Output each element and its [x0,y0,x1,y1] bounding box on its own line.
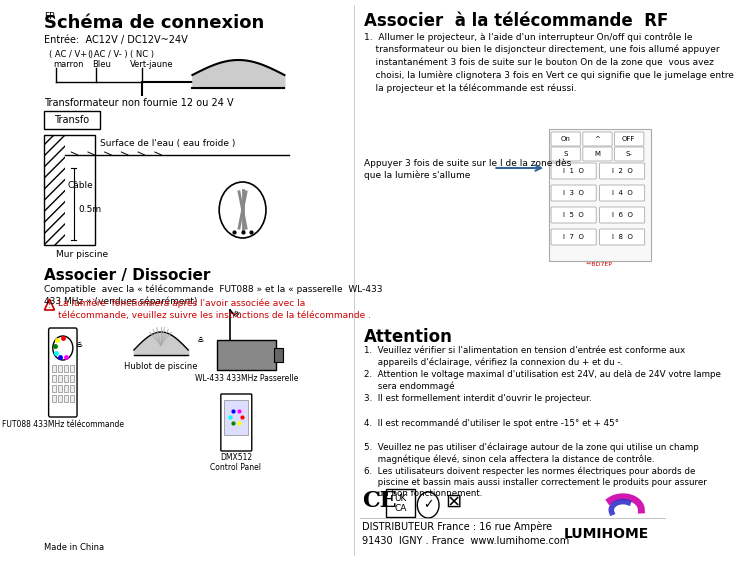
Bar [70,365,73,372]
Bar [57,395,62,402]
Text: I  2  O: I 2 O [612,168,633,174]
FancyBboxPatch shape [549,129,651,261]
Text: 2.  Attention le voltage maximal d'utilisation est 24V, au delà de 24V votre lam: 2. Attention le voltage maximal d'utilis… [364,370,720,391]
Polygon shape [45,299,54,310]
Text: I  7  O: I 7 O [563,234,584,240]
Text: I  1  O: I 1 O [563,168,584,174]
Bar [57,365,62,372]
Bar [64,365,68,372]
Text: Entrée:  AC12V / DC12V~24V: Entrée: AC12V / DC12V~24V [45,35,188,45]
Text: Vert-jaune: Vert-jaune [130,60,173,69]
FancyBboxPatch shape [551,132,581,146]
FancyBboxPatch shape [551,229,596,245]
Text: Bleu: Bleu [92,60,111,69]
Bar [70,385,73,392]
Text: Surface de l'eau ( eau froide ): Surface de l'eau ( eau froide ) [101,139,236,148]
Text: I  4  O: I 4 O [612,190,633,196]
Text: S-: S- [625,151,632,157]
Text: Compatible  avec la « télécommande  FUT088 » et la « passerelle  WL-433
433 MHz : Compatible avec la « télécommande FUT088… [45,284,383,306]
Text: ⊠: ⊠ [446,492,462,511]
Text: Made in China: Made in China [45,543,104,552]
Bar [52,385,56,392]
Circle shape [219,182,266,238]
FancyBboxPatch shape [386,489,415,517]
FancyBboxPatch shape [600,185,645,201]
FancyBboxPatch shape [551,207,596,223]
Bar [52,365,56,372]
FancyBboxPatch shape [45,135,94,245]
Text: Schéma de connexion: Schéma de connexion [45,14,265,32]
Text: La lumière  fonctionnera après l'avoir associée avec la
télécommande, veuillez s: La lumière fonctionnera après l'avoir as… [57,299,370,320]
Bar [45,135,65,245]
Text: 6.  Les utilisateurs doivent respecter les normes électriques pour abords de
   : 6. Les utilisateurs doivent respecter le… [364,466,707,498]
Text: On: On [560,136,570,142]
FancyBboxPatch shape [551,147,581,161]
FancyBboxPatch shape [218,340,276,370]
FancyBboxPatch shape [600,207,645,223]
FancyBboxPatch shape [583,132,612,146]
Text: Mur piscine: Mur piscine [56,250,108,259]
Text: !: ! [48,301,51,310]
Bar [70,395,73,402]
FancyBboxPatch shape [551,163,596,179]
Text: 5.  Veuillez ne pas utiliser d'éclairage autour de la zone qui utilise un champ
: 5. Veuillez ne pas utiliser d'éclairage … [364,442,699,464]
Bar [52,395,56,402]
Text: Hublot de piscine: Hublot de piscine [124,362,197,371]
Text: Câble: Câble [67,180,93,189]
Text: ✓: ✓ [423,498,433,511]
Text: I  3  O: I 3 O [563,190,584,196]
Bar [225,400,249,435]
Text: ^: ^ [594,136,600,142]
Text: DISTRIBUTEUR France : 16 rue Ampère
91430  IGNY . France  www.lumihome.com: DISTRIBUTEUR France : 16 rue Ampère 9143… [362,522,569,547]
Text: FR: FR [45,12,56,21]
Text: 3.  Il est formellement interdit d'ouvrir le projecteur.: 3. Il est formellement interdit d'ouvrir… [364,394,591,403]
FancyBboxPatch shape [44,111,100,129]
Text: I  8  O: I 8 O [612,234,633,240]
FancyBboxPatch shape [221,394,252,451]
Text: 1.  Allumer le projecteur, à l'aide d'un interrupteur On/off qui contrôle le
   : 1. Allumer le projecteur, à l'aide d'un … [364,32,733,93]
Text: Appuyer 3 fois de suite sur le I de la zone dès
que la lumière s'allume: Appuyer 3 fois de suite sur le I de la z… [364,158,571,180]
Text: 4.  Il est recommandé d'utiliser le spot entre -15° et + 45°: 4. Il est recommandé d'utiliser le spot … [364,418,619,428]
Text: ( AC / V- ): ( AC / V- ) [88,50,128,59]
FancyBboxPatch shape [600,229,645,245]
Text: Transformateur non fournie 12 ou 24 V: Transformateur non fournie 12 ou 24 V [45,98,234,108]
Text: marron: marron [53,60,83,69]
Text: I  6  O: I 6 O [612,212,633,218]
Bar [274,348,283,362]
Text: Attention: Attention [364,328,453,346]
FancyBboxPatch shape [48,328,77,417]
FancyBboxPatch shape [583,147,612,161]
Text: 1.  Veuillez vérifier si l'alimentation en tension d'entrée est conforme aux
   : 1. Veuillez vérifier si l'alimentation e… [364,346,685,367]
Text: Transfo: Transfo [54,115,88,125]
Bar [64,395,68,402]
Text: LUMIHOME: LUMIHOME [564,527,649,541]
Text: ( NC ): ( NC ) [130,50,153,59]
Text: UK
CA: UK CA [395,494,407,513]
FancyBboxPatch shape [600,163,645,179]
FancyBboxPatch shape [615,147,644,161]
Text: S: S [563,151,568,157]
Text: CE: CE [362,490,397,512]
Text: I  5  O: I 5 O [563,212,584,218]
Circle shape [417,492,439,518]
Text: FUT088 433MHz télécommande: FUT088 433MHz télécommande [2,420,124,429]
Text: Associer  à la télécommande  RF: Associer à la télécommande RF [364,12,668,30]
Text: **BD7EP: **BD7EP [586,262,613,267]
Bar [52,375,56,382]
Text: WL-433 433MHz Passerelle: WL-433 433MHz Passerelle [195,374,299,383]
FancyBboxPatch shape [551,185,596,201]
FancyBboxPatch shape [615,132,644,146]
Text: Associer / Dissocier: Associer / Dissocier [45,268,211,283]
Text: 0.5m: 0.5m [78,205,101,214]
Text: DMX512
Control Panel: DMX512 Control Panel [210,453,262,472]
Text: OFF: OFF [622,136,636,142]
Bar [70,375,73,382]
Bar [57,385,62,392]
Bar [64,385,68,392]
Bar [64,375,68,382]
Text: M: M [594,151,600,157]
Bar [57,375,62,382]
Text: ( AC / V+ ): ( AC / V+ ) [49,50,94,59]
